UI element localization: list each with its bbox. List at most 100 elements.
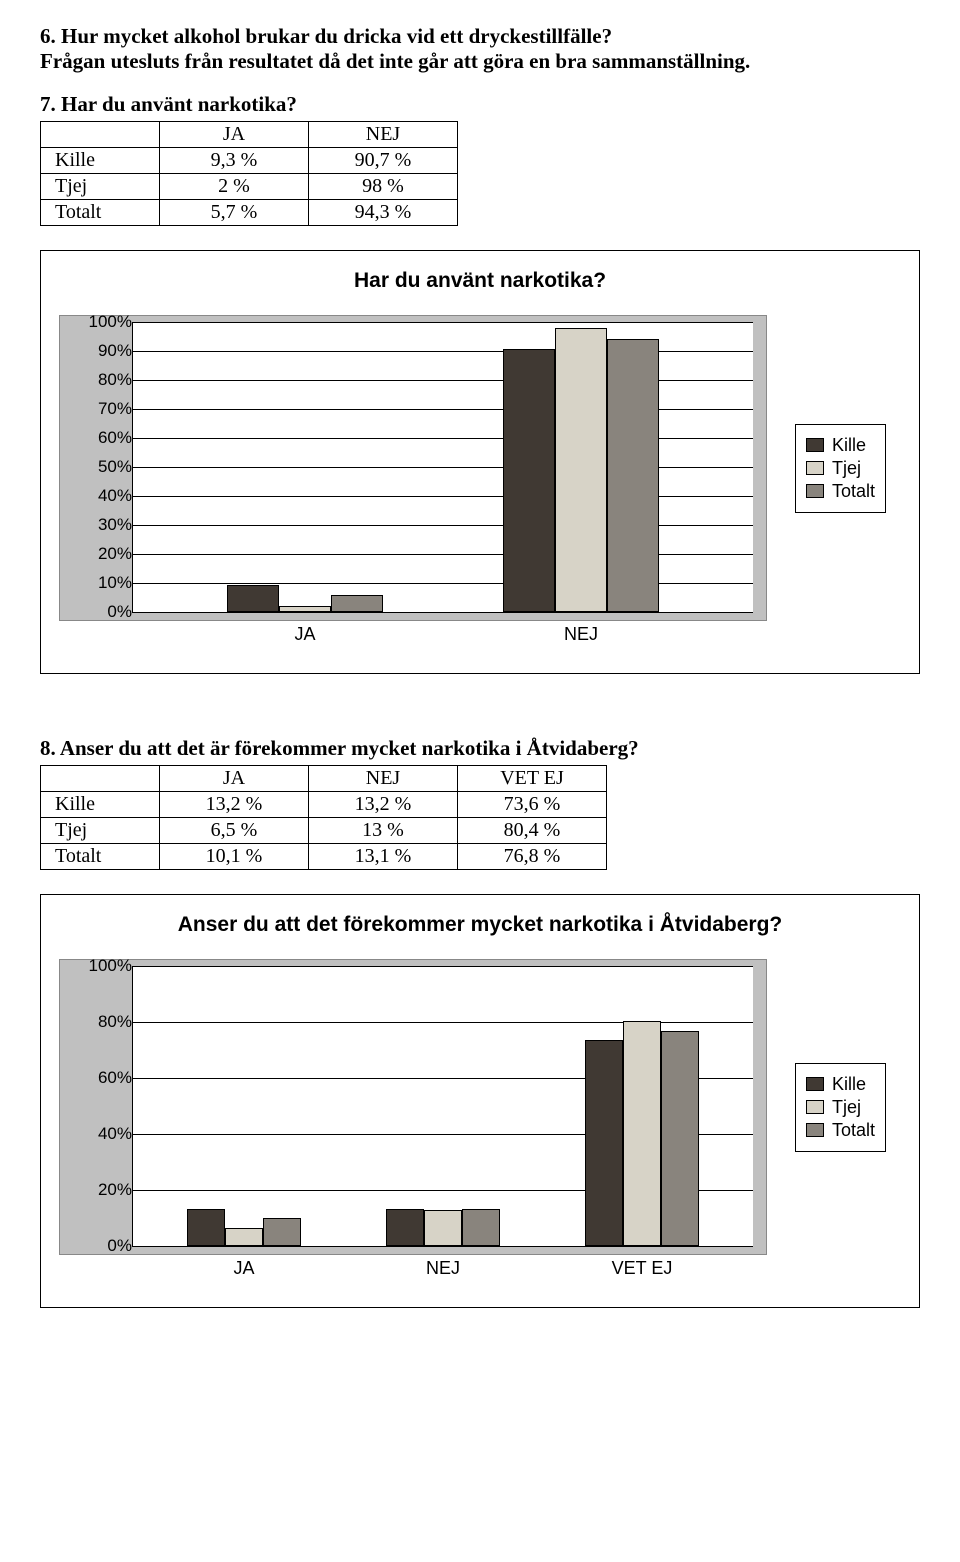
cell: 10,1 % [160, 844, 309, 870]
legend-swatch [806, 484, 824, 498]
y-tick-label: 100% [72, 312, 132, 332]
cell: 2 % [160, 174, 309, 200]
q8-row-totalt: Totalt [41, 844, 160, 870]
table-row: Tjej 6,5 % 13 % 80,4 % [41, 818, 607, 844]
q8-chart-title: Anser du att det förekommer mycket narko… [59, 913, 901, 937]
cell: 13,2 % [309, 792, 458, 818]
cell: 5,7 % [160, 200, 309, 226]
cell: 9,3 % [160, 148, 309, 174]
legend-label: Tjej [832, 1097, 861, 1118]
y-tick-label: 90% [72, 341, 132, 361]
bar [386, 1209, 424, 1246]
cell: 94,3 % [309, 200, 458, 226]
q8-col-vetej: VET EJ [458, 766, 607, 792]
legend-item: Totalt [806, 1120, 875, 1141]
q8-table: JA NEJ VET EJ Kille 13,2 % 13,2 % 73,6 %… [40, 765, 607, 870]
bar [585, 1040, 623, 1246]
legend-swatch [806, 1100, 824, 1114]
legend-label: Kille [832, 1074, 866, 1095]
bar [187, 1209, 225, 1246]
cell: 6,5 % [160, 818, 309, 844]
y-tick-label: 60% [72, 428, 132, 448]
x-tick-label: JA [233, 1258, 254, 1279]
legend-swatch [806, 1077, 824, 1091]
legend-item: Kille [806, 435, 875, 456]
cell: 98 % [309, 174, 458, 200]
x-tick-label: NEJ [564, 624, 598, 645]
legend-label: Kille [832, 435, 866, 456]
cell: 90,7 % [309, 148, 458, 174]
table-row: Kille 13,2 % 13,2 % 73,6 % [41, 792, 607, 818]
y-tick-label: 0% [72, 602, 132, 622]
x-tick-label: NEJ [426, 1258, 460, 1279]
q7-row-tjej: Tjej [41, 174, 160, 200]
y-tick-label: 40% [72, 1124, 132, 1144]
bar [623, 1021, 661, 1246]
bar [263, 1218, 301, 1246]
x-tick-label: VET EJ [612, 1258, 673, 1279]
cell: 80,4 % [458, 818, 607, 844]
bar [607, 339, 659, 612]
bar [227, 585, 279, 612]
cell: 13 % [309, 818, 458, 844]
cell: 73,6 % [458, 792, 607, 818]
q6-heading: 6. Hur mycket alkohol brukar du dricka v… [40, 24, 920, 49]
q8-col-ja: JA [160, 766, 309, 792]
q8-chart-box: Anser du att det förekommer mycket narko… [40, 894, 920, 1308]
y-tick-label: 80% [72, 370, 132, 390]
legend-label: Tjej [832, 458, 861, 479]
cell: 13,1 % [309, 844, 458, 870]
y-tick-label: 0% [72, 1236, 132, 1256]
q8-row-tjej: Tjej [41, 818, 160, 844]
y-tick-label: 100% [72, 956, 132, 976]
q7-row-kille: Kille [41, 148, 160, 174]
q7-chart-box: Har du använt narkotika? JA NEJ 0% 10% 20% 30… [40, 250, 920, 674]
y-tick-label: 50% [72, 457, 132, 477]
legend-swatch [806, 438, 824, 452]
bar [225, 1228, 263, 1246]
legend-label: Totalt [832, 1120, 875, 1141]
cell: 13,2 % [160, 792, 309, 818]
q8-chart: JANEJVET EJ0%20%40%60%80%100% [59, 959, 767, 1255]
q7-col-nej: NEJ [309, 122, 458, 148]
legend-swatch [806, 1123, 824, 1137]
cell: 76,8 % [458, 844, 607, 870]
bar [424, 1210, 462, 1246]
bar [555, 328, 607, 612]
q7-col-ja: JA [160, 122, 309, 148]
table-row: Kille 9,3 % 90,7 % [41, 148, 458, 174]
y-tick-label: 80% [72, 1012, 132, 1032]
q7-row-totalt: Totalt [41, 200, 160, 226]
y-tick-label: 60% [72, 1068, 132, 1088]
table-row: Totalt 5,7 % 94,3 % [41, 200, 458, 226]
legend-item: Tjej [806, 458, 875, 479]
legend-label: Totalt [832, 481, 875, 502]
y-tick-label: 20% [72, 544, 132, 564]
q8-row-kille: Kille [41, 792, 160, 818]
table-corner [41, 122, 160, 148]
legend-swatch [806, 461, 824, 475]
legend-item: Totalt [806, 481, 875, 502]
legend-item: Tjej [806, 1097, 875, 1118]
bar [331, 595, 383, 612]
q8-col-nej: NEJ [309, 766, 458, 792]
y-tick-label: 10% [72, 573, 132, 593]
y-tick-label: 20% [72, 1180, 132, 1200]
q7-heading: 7. Har du använt narkotika? [40, 92, 920, 117]
bar [279, 606, 331, 612]
y-tick-label: 30% [72, 515, 132, 535]
bar [462, 1209, 500, 1246]
legend-item: Kille [806, 1074, 875, 1095]
table-row: Tjej 2 % 98 % [41, 174, 458, 200]
q7-legend: Kille Tjej Totalt [795, 424, 886, 513]
bar [503, 349, 555, 612]
q8-legend: Kille Tjej Totalt [795, 1063, 886, 1152]
table-row: Totalt 10,1 % 13,1 % 76,8 % [41, 844, 607, 870]
q7-chart: JANEJ0%10%20%30%40%50%60%70%80%90%100% [59, 315, 767, 621]
q7-table: JA NEJ Kille 9,3 % 90,7 % Tjej 2 % 98 % … [40, 121, 458, 226]
q7-chart-title: Har du använt narkotika? [59, 269, 901, 293]
q6-note: Frågan utesluts från resultatet då det i… [40, 49, 920, 74]
table-corner [41, 766, 160, 792]
q8-heading: 8. Anser du att det är förekommer mycket… [40, 736, 920, 761]
x-tick-label: JA [294, 624, 315, 645]
